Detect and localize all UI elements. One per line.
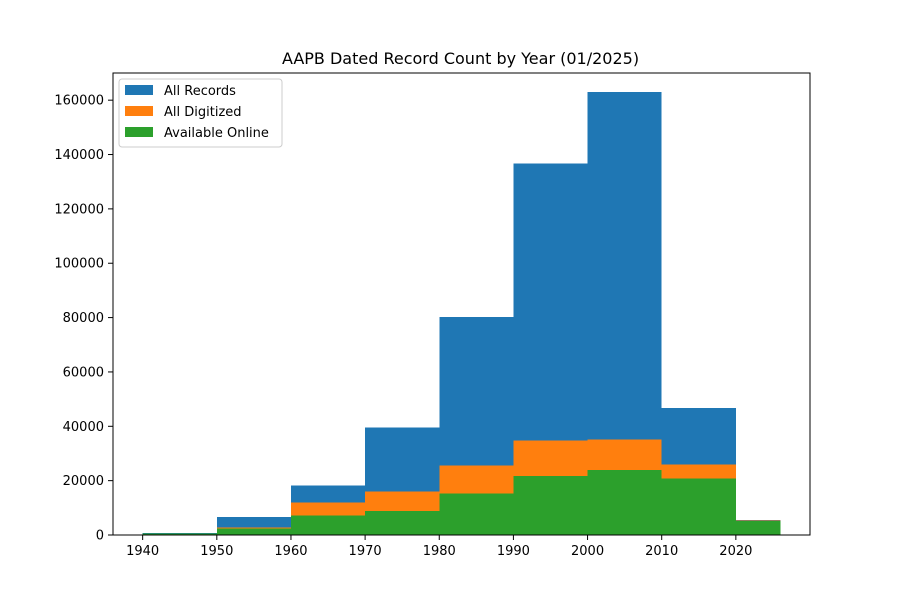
x-tick-label: 1970	[349, 544, 382, 559]
legend-label-available-online: Available Online	[164, 126, 269, 141]
bar-available-online-1980	[439, 493, 514, 535]
x-tick-label: 1990	[497, 544, 530, 559]
bar-available-online-1950	[216, 528, 291, 535]
bars-layer	[142, 92, 781, 535]
axes-frame	[112, 72, 811, 536]
bar-available-online-1990	[513, 475, 588, 535]
y-tick-label: 40000	[63, 420, 104, 435]
x-tick-label: 1950	[200, 544, 233, 559]
legend-label-all-digitized: All Digitized	[164, 105, 242, 120]
bar-available-online-1940	[142, 533, 217, 535]
y-tick-label: 120000	[54, 202, 104, 217]
y-tick-label: 100000	[54, 257, 104, 272]
legend-swatch-all-digitized	[125, 106, 153, 116]
bar-available-online-2020	[735, 521, 781, 535]
x-tick-label: 2020	[719, 544, 752, 559]
x-tick-label: 2010	[645, 544, 678, 559]
legend-swatch-all-records	[125, 85, 153, 95]
legend: All Records All Digitized Available Onli…	[118, 78, 283, 148]
y-tick-label: 20000	[63, 474, 104, 489]
x-axis-ticks: 1940 1950 1960 1970 1980 1990 2000 2010 2020	[126, 535, 752, 559]
legend-swatch-available-online	[125, 127, 153, 137]
y-tick-label: 160000	[54, 94, 104, 109]
y-tick-label: 0	[96, 529, 104, 544]
bar-available-online-2010	[661, 478, 736, 535]
x-tick-label: 1980	[423, 544, 456, 559]
x-tick-label: 1960	[274, 544, 307, 559]
bar-available-online-1970	[365, 511, 440, 535]
legend-box	[118, 78, 283, 148]
y-tick-label: 80000	[63, 311, 104, 326]
bar-available-online-2000	[587, 469, 662, 535]
x-tick-label: 1940	[126, 544, 159, 559]
chart-title: AAPB Dated Record Count by Year (01/2025…	[282, 49, 639, 68]
bar-available-online-1960	[290, 515, 366, 535]
y-tick-label: 60000	[63, 365, 104, 380]
y-axis-ticks: 0 20000 40000 60000 80000 100000 120000 140000 1…	[54, 94, 113, 544]
y-tick-label: 140000	[54, 148, 104, 163]
x-tick-label: 2000	[571, 544, 604, 559]
legend-label-all-records: All Records	[164, 84, 236, 99]
